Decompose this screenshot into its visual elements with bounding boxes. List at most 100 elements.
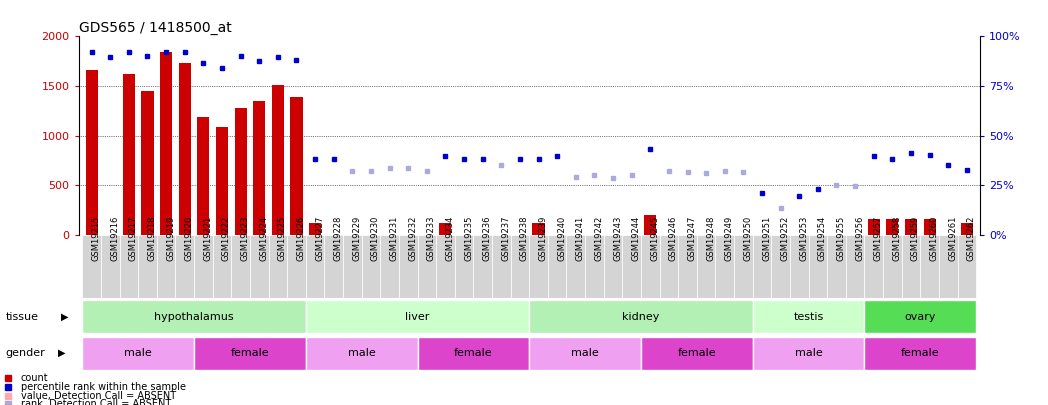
Bar bbox=[83, 235, 101, 298]
Text: testis: testis bbox=[793, 312, 824, 322]
Text: GSM19257: GSM19257 bbox=[874, 215, 882, 261]
Text: GSM19248: GSM19248 bbox=[706, 215, 715, 261]
Text: GSM19251: GSM19251 bbox=[762, 215, 771, 261]
Bar bbox=[904, 219, 917, 235]
Bar bbox=[306, 301, 529, 333]
Bar bbox=[216, 127, 228, 235]
Text: GSM19249: GSM19249 bbox=[725, 215, 734, 261]
Bar bbox=[254, 101, 265, 235]
Text: GSM19223: GSM19223 bbox=[241, 215, 249, 261]
Bar bbox=[645, 215, 656, 235]
Bar bbox=[623, 235, 641, 298]
Bar bbox=[865, 301, 976, 333]
Bar bbox=[827, 235, 846, 298]
Bar bbox=[939, 235, 958, 298]
Text: GSM19227: GSM19227 bbox=[315, 215, 324, 261]
Bar bbox=[771, 235, 790, 298]
Bar bbox=[887, 219, 898, 235]
Bar bbox=[883, 235, 901, 298]
Bar bbox=[160, 52, 172, 235]
Bar bbox=[213, 235, 232, 298]
Bar bbox=[529, 235, 548, 298]
Bar bbox=[474, 235, 492, 298]
Text: ▶: ▶ bbox=[61, 312, 68, 322]
Bar bbox=[86, 70, 97, 235]
Text: GSM19230: GSM19230 bbox=[371, 215, 380, 261]
Text: GSM19244: GSM19244 bbox=[632, 215, 640, 261]
Bar bbox=[961, 224, 973, 235]
Text: GSM19262: GSM19262 bbox=[967, 215, 976, 261]
Bar bbox=[271, 85, 284, 235]
Bar bbox=[752, 301, 865, 333]
Text: value, Detection Call = ABSENT: value, Detection Call = ABSENT bbox=[21, 391, 176, 401]
Bar bbox=[697, 235, 716, 298]
Text: GSM19237: GSM19237 bbox=[501, 215, 510, 261]
Bar bbox=[417, 337, 529, 370]
Bar bbox=[865, 337, 976, 370]
Text: GSM19242: GSM19242 bbox=[594, 215, 604, 261]
Bar bbox=[83, 301, 306, 333]
Text: GDS565 / 1418500_at: GDS565 / 1418500_at bbox=[79, 21, 232, 35]
Bar bbox=[752, 235, 771, 298]
Text: GSM19216: GSM19216 bbox=[110, 215, 119, 261]
Text: GSM19261: GSM19261 bbox=[948, 215, 957, 261]
Text: GSM19239: GSM19239 bbox=[539, 215, 547, 261]
Bar bbox=[287, 235, 306, 298]
Text: GSM19238: GSM19238 bbox=[520, 215, 529, 261]
Bar bbox=[529, 301, 752, 333]
Text: GSM19222: GSM19222 bbox=[222, 215, 231, 261]
Bar bbox=[249, 235, 268, 298]
Bar bbox=[268, 235, 287, 298]
Text: GSM19254: GSM19254 bbox=[817, 215, 827, 261]
Text: GSM19228: GSM19228 bbox=[333, 215, 343, 261]
Bar bbox=[194, 337, 306, 370]
Text: GSM19221: GSM19221 bbox=[203, 215, 213, 261]
Text: GSM19246: GSM19246 bbox=[669, 215, 678, 261]
Text: GSM19256: GSM19256 bbox=[855, 215, 865, 261]
Text: GSM19220: GSM19220 bbox=[184, 215, 194, 261]
Bar bbox=[175, 235, 194, 298]
Bar bbox=[138, 235, 157, 298]
Text: GSM19252: GSM19252 bbox=[781, 215, 789, 261]
Bar bbox=[920, 235, 939, 298]
Text: percentile rank within the sample: percentile rank within the sample bbox=[21, 382, 185, 392]
Bar bbox=[455, 235, 474, 298]
Bar bbox=[492, 235, 510, 298]
Bar bbox=[343, 235, 362, 298]
Bar bbox=[865, 235, 883, 298]
Text: GSM19247: GSM19247 bbox=[687, 215, 697, 261]
Text: female: female bbox=[231, 348, 269, 358]
Bar bbox=[659, 235, 678, 298]
Text: GSM19240: GSM19240 bbox=[558, 215, 566, 261]
Bar bbox=[604, 235, 623, 298]
Text: gender: gender bbox=[5, 348, 45, 358]
Bar bbox=[179, 63, 191, 235]
Bar bbox=[868, 219, 879, 235]
Bar bbox=[325, 235, 343, 298]
Text: count: count bbox=[21, 373, 48, 384]
Bar bbox=[309, 224, 321, 235]
Text: ▶: ▶ bbox=[58, 348, 65, 358]
Bar bbox=[380, 235, 399, 298]
Text: GSM19250: GSM19250 bbox=[743, 215, 752, 261]
Bar bbox=[641, 235, 659, 298]
Text: ovary: ovary bbox=[904, 312, 936, 322]
Text: GSM19219: GSM19219 bbox=[167, 215, 175, 261]
Text: GSM19225: GSM19225 bbox=[278, 215, 287, 261]
Bar bbox=[101, 235, 119, 298]
Bar bbox=[510, 235, 529, 298]
Text: GSM19226: GSM19226 bbox=[297, 215, 305, 261]
Text: GSM19235: GSM19235 bbox=[464, 215, 473, 261]
Text: liver: liver bbox=[406, 312, 430, 322]
Bar bbox=[194, 235, 213, 298]
Text: GSM19236: GSM19236 bbox=[483, 215, 492, 261]
Bar bbox=[923, 219, 936, 235]
Bar bbox=[197, 117, 210, 235]
Text: hypothalamus: hypothalamus bbox=[154, 312, 234, 322]
Text: female: female bbox=[677, 348, 716, 358]
Text: GSM19258: GSM19258 bbox=[892, 215, 901, 261]
Bar bbox=[901, 235, 920, 298]
Bar bbox=[567, 235, 585, 298]
Bar bbox=[232, 235, 249, 298]
Bar bbox=[436, 235, 455, 298]
